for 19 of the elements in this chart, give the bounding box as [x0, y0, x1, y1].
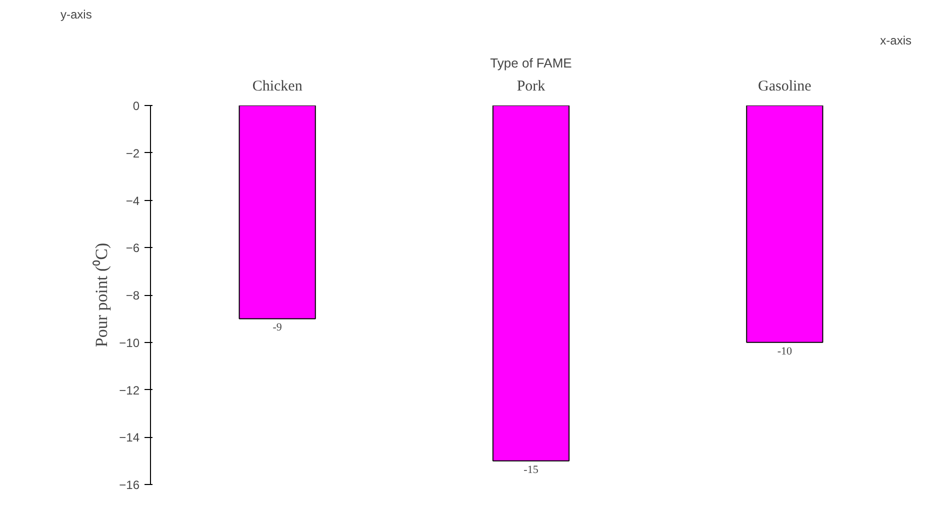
data-label: -10	[777, 345, 792, 358]
data-label: -15	[524, 464, 539, 476]
y-tick-label: −6	[126, 241, 140, 256]
y-tick-label: −10	[119, 336, 140, 350]
y-axis-title: Pour point (⁰C)	[92, 242, 112, 348]
text: y-axis	[60, 8, 92, 22]
y-tick-label: −16	[119, 478, 140, 492]
y-tick-label: −4	[126, 194, 140, 208]
x-tick-label: Pork	[516, 78, 546, 94]
data-label: -9	[272, 322, 282, 334]
y-tick-label: −8	[126, 288, 140, 302]
y-tick-label: −14	[119, 430, 140, 445]
y-tick-label: −12	[119, 383, 140, 398]
y-tick-label: 0	[132, 99, 140, 113]
x-axis-title: Type of FAME	[490, 56, 572, 70]
y-tick-label: −2	[126, 146, 140, 160]
x-tick-label: Gasoline	[758, 78, 812, 94]
text: x-axis	[880, 34, 912, 48]
x-tick-label: Chicken	[252, 78, 303, 94]
